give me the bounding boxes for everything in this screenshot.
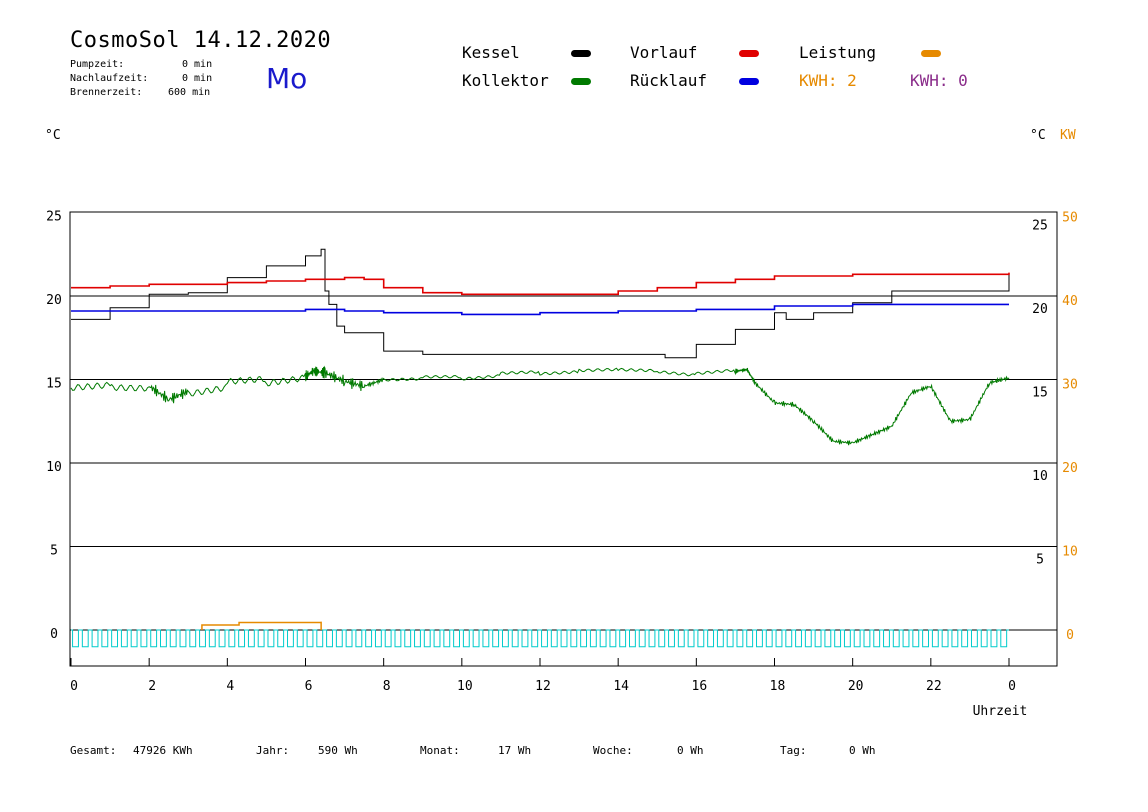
y-left-tick-label: 20 bbox=[46, 293, 62, 308]
x-tick-label: 12 bbox=[535, 679, 551, 694]
x-tick-label: 10 bbox=[457, 679, 473, 694]
legend-kessel: Kessel bbox=[462, 43, 520, 62]
legend-vorlauf: Vorlauf bbox=[630, 43, 698, 62]
x-tick-label: 0 bbox=[1008, 679, 1016, 694]
legend-kwh-burner: KWH: 0 bbox=[910, 71, 968, 90]
footer-label: Monat: bbox=[420, 744, 460, 757]
legend-kwh-solar: KWH: 2 bbox=[799, 71, 857, 90]
x-tick-label: 20 bbox=[848, 679, 864, 694]
unit-left-celsius: °C bbox=[45, 128, 61, 143]
x-tick-label: 6 bbox=[305, 679, 313, 694]
series-line-leistung bbox=[201, 621, 322, 630]
legend-swatch-kollektor bbox=[571, 78, 591, 85]
legend-kollektor: Kollektor bbox=[462, 71, 549, 90]
footer-value: 590 Wh bbox=[318, 744, 358, 757]
y-left-tick-label: 25 bbox=[46, 210, 62, 225]
stat-label-nachlaufzeit: Nachlaufzeit: bbox=[70, 73, 149, 84]
legend-swatch-vorlauf bbox=[739, 50, 759, 57]
footer-label: Jahr: bbox=[256, 744, 290, 757]
plot-frame bbox=[69, 211, 1058, 667]
stat-value-nachlaufzeit: 0 min bbox=[182, 73, 213, 84]
y-right-kw-tick-label: 0 bbox=[1066, 628, 1074, 643]
legend-leistung: Leistung bbox=[799, 43, 877, 62]
series-line-vorlauf bbox=[71, 272, 1010, 296]
x-tick-label: 8 bbox=[383, 679, 391, 694]
x-tick-label: 4 bbox=[226, 679, 234, 694]
legend-ruecklauf: Rücklauf bbox=[630, 71, 708, 90]
y-right-kw-tick-label: 10 bbox=[1062, 545, 1078, 560]
chart-title: CosmoSol 14.12.2020 bbox=[70, 28, 332, 53]
series-line-kessel bbox=[71, 248, 1010, 359]
y-left-tick-label: 15 bbox=[46, 377, 62, 392]
y-right-celsius-tick-label: 15 bbox=[1032, 386, 1048, 401]
y-right-kw-tick-label: 40 bbox=[1062, 294, 1078, 309]
unit-right-celsius: °C bbox=[1030, 128, 1046, 143]
y-left-tick-label: 0 bbox=[50, 627, 58, 642]
footer-label: Gesamt: bbox=[70, 744, 117, 757]
legend-swatch-leistung bbox=[921, 50, 941, 57]
footer-value: 0 Wh bbox=[677, 744, 704, 757]
legend-swatch-kessel bbox=[571, 50, 591, 57]
footer-value: 0 Wh bbox=[849, 744, 876, 757]
x-tick-label: 16 bbox=[692, 679, 708, 694]
y-left-tick-label: 10 bbox=[46, 460, 62, 475]
y-left-tick-label: 5 bbox=[50, 544, 58, 559]
pump-cycle-trace bbox=[71, 629, 1009, 648]
weekday-label: Mo bbox=[266, 62, 308, 95]
footer-label: Woche: bbox=[593, 744, 633, 757]
x-axis-title: Uhrzeit bbox=[973, 704, 1028, 719]
y-right-celsius-tick-label: 25 bbox=[1032, 219, 1048, 234]
footer-value: 17 Wh bbox=[498, 744, 532, 757]
x-tick-label: 14 bbox=[613, 679, 629, 694]
x-tick-label: 18 bbox=[770, 679, 786, 694]
y-right-celsius-tick-label: 5 bbox=[1036, 553, 1044, 568]
y-right-celsius-tick-label: 20 bbox=[1032, 302, 1048, 317]
x-tick-label: 0 bbox=[70, 679, 78, 694]
y-right-kw-tick-label: 30 bbox=[1062, 378, 1078, 393]
x-tick-label: 2 bbox=[148, 679, 156, 694]
unit-right-kw: KW bbox=[1060, 128, 1076, 143]
series-line-ruecklauf bbox=[71, 303, 1009, 316]
legend-swatch-ruecklauf bbox=[739, 78, 759, 85]
footer-label: Tag: bbox=[780, 744, 807, 757]
y-right-kw-tick-label: 20 bbox=[1062, 461, 1078, 476]
stat-label-brennerzeit: Brennerzeit: bbox=[70, 87, 143, 98]
stat-value-brennerzeit: 600 min bbox=[168, 87, 211, 98]
stat-label-pumpzeit: Pumpzeit: bbox=[70, 59, 125, 70]
stat-value-pumpzeit: 0 min bbox=[182, 59, 213, 70]
x-tick-label: 22 bbox=[926, 679, 942, 694]
y-right-kw-tick-label: 50 bbox=[1062, 211, 1078, 226]
footer-value: 47926 KWh bbox=[133, 744, 193, 757]
y-right-celsius-tick-label: 10 bbox=[1032, 469, 1048, 484]
series-line-kollektor bbox=[70, 365, 1010, 446]
